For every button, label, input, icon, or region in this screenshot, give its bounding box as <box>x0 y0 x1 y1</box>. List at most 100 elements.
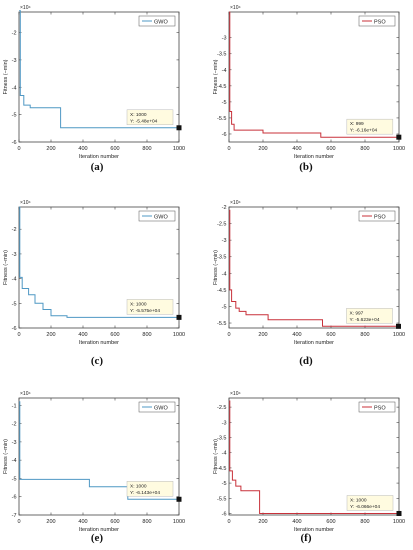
panel-label-e: (e) <box>90 532 104 544</box>
y-tick-label: -3 <box>12 252 17 258</box>
y-axis-label: Fitness (−min) <box>3 250 9 285</box>
x-tick-label: 1000 <box>393 332 405 338</box>
x-tick-label: 200 <box>46 332 55 338</box>
x-tick-label: 200 <box>258 146 267 152</box>
x-axis-label: Iteration number <box>294 340 334 346</box>
y-tick-label: -3.5 <box>217 255 226 261</box>
y-tick-label: -3 <box>12 58 17 64</box>
datatip-marker <box>176 125 182 131</box>
y-tick-label: -4.5 <box>217 84 226 90</box>
y-tick-label: -7 <box>12 513 17 519</box>
x-tick-label: 800 <box>360 146 369 152</box>
y-tick-label: -2.5 <box>217 405 226 411</box>
y-tick-label: -6 <box>222 511 227 517</box>
y-tick-label: -5 <box>222 304 227 310</box>
x-tick-label: 200 <box>258 519 267 525</box>
y-tick-label: -5 <box>12 301 17 307</box>
x-tick-label: 0 <box>17 519 20 525</box>
y-tick-label: -3 <box>222 420 227 426</box>
x-axis-label: Iteration number <box>79 340 119 346</box>
datatip-marker <box>396 510 402 516</box>
chart-panel-1: 0 200 400 600 800 1000 -2 -3 -4 -5 -6 ×10⁴ Iteration… <box>3 5 185 160</box>
x-tick-label: 200 <box>258 332 267 338</box>
y-tick-label: -4 <box>222 68 227 74</box>
y-tick-label: -3 <box>222 238 227 244</box>
datatip-x: X: 1000 <box>350 497 367 503</box>
y-exponent: ×10⁴ <box>20 391 31 397</box>
x-tick-label: 800 <box>142 146 151 152</box>
y-tick-label: -2 <box>12 227 17 233</box>
datatip-x: X: 1000 <box>130 483 147 489</box>
x-tick-label: 600 <box>326 146 335 152</box>
series-line-gwo <box>19 10 179 129</box>
x-tick-label: 1000 <box>393 519 405 525</box>
datatip-marker <box>396 134 402 140</box>
y-tick-label: -4 <box>12 85 17 91</box>
datatip-y: Y: -6.16e+04 <box>350 128 378 134</box>
panel-label-a: (a) <box>90 161 104 173</box>
y-tick-label: -4 <box>12 458 17 464</box>
chart-panel-6: 0 200 400 600 800 1000 -2.5 -3 -3.5 -4 -4.5 -5 -5.5 -… <box>213 391 405 533</box>
x-tick-label: 600 <box>326 519 335 525</box>
panel-label-d: (d) <box>299 355 313 367</box>
y-tick-label: -3.5 <box>217 436 226 442</box>
y-tick-label: -5 <box>222 100 227 106</box>
x-tick-label: 0 <box>227 146 230 152</box>
y-axis-label: Fitness (−min) <box>213 59 219 94</box>
x-tick-label: 800 <box>360 332 369 338</box>
x-tick-label: 400 <box>292 146 301 152</box>
legend-entry: GWO <box>154 405 168 411</box>
y-tick-label: -5 <box>12 476 17 482</box>
y-tick-label: -2 <box>12 422 17 428</box>
datatip-marker <box>176 496 182 502</box>
x-tick-label: 600 <box>110 519 119 525</box>
legend-box <box>358 210 396 222</box>
legend-box <box>138 210 176 222</box>
x-tick-label: 0 <box>227 332 230 338</box>
series-line-gwo <box>19 206 179 318</box>
panel-label-b: (b) <box>299 161 313 173</box>
x-tick-label: 800 <box>360 519 369 525</box>
x-tick-label: 0 <box>17 332 20 338</box>
datatip-y: Y: -5.575e+04 <box>130 308 160 314</box>
x-tick-label: 200 <box>46 146 55 152</box>
y-tick-label: -4.5 <box>217 466 226 472</box>
legend-box <box>358 15 396 27</box>
x-tick-label: 200 <box>46 519 55 525</box>
y-exponent: ×10⁴ <box>230 200 241 206</box>
y-tick-label: -4 <box>222 451 227 457</box>
x-tick-label: 400 <box>78 146 87 152</box>
legend-entry: PSO <box>374 19 386 25</box>
y-tick-label: -5.5 <box>217 116 226 122</box>
legend-entry: GWO <box>154 214 168 220</box>
y-tick-label: -6 <box>12 495 17 501</box>
y-tick-label: -3 <box>12 440 17 446</box>
x-tick-label: 400 <box>292 519 301 525</box>
x-tick-label: 400 <box>78 519 87 525</box>
x-tick-label: 600 <box>326 332 335 338</box>
x-axis-label: Iteration number <box>294 154 334 160</box>
y-axis-label: Fitness (−min) <box>3 59 9 94</box>
datatip-box <box>126 299 174 315</box>
x-tick-label: 1000 <box>173 332 185 338</box>
y-tick-label: -6 <box>222 132 227 138</box>
panel-label-f: (f) <box>300 532 312 544</box>
y-tick-label: -1 <box>12 403 17 409</box>
datatip-y: Y: -6.066e+04 <box>350 504 380 510</box>
y-tick-label: -6 <box>12 326 17 332</box>
y-exponent: ×10⁴ <box>20 200 31 206</box>
y-axis-label: Fitness (−min) <box>213 439 219 474</box>
series-line-pso <box>229 11 399 138</box>
y-exponent: ×10⁴ <box>230 391 241 397</box>
legend-entry: PSO <box>374 405 386 411</box>
chart-panel-5: 0 200 400 600 800 1000 -1 -2 -3 -4 -5 -6 -7 ×10⁴ Itera… <box>3 391 185 533</box>
chart-panel-2: 0 200 400 600 800 1000 -3 -3.5 -4 -4.5 -5 -5.5 -6 ×10… <box>213 5 405 160</box>
datatip-y: Y: -6.143e+04 <box>130 490 160 496</box>
y-tick-label: -2 <box>12 31 17 37</box>
series-line-gwo <box>19 401 179 500</box>
datatip-box <box>346 118 394 135</box>
datatip-box <box>126 109 174 126</box>
y-exponent: ×10⁴ <box>20 5 31 11</box>
x-tick-label: 1000 <box>393 146 405 152</box>
x-tick-label: 1000 <box>173 519 185 525</box>
